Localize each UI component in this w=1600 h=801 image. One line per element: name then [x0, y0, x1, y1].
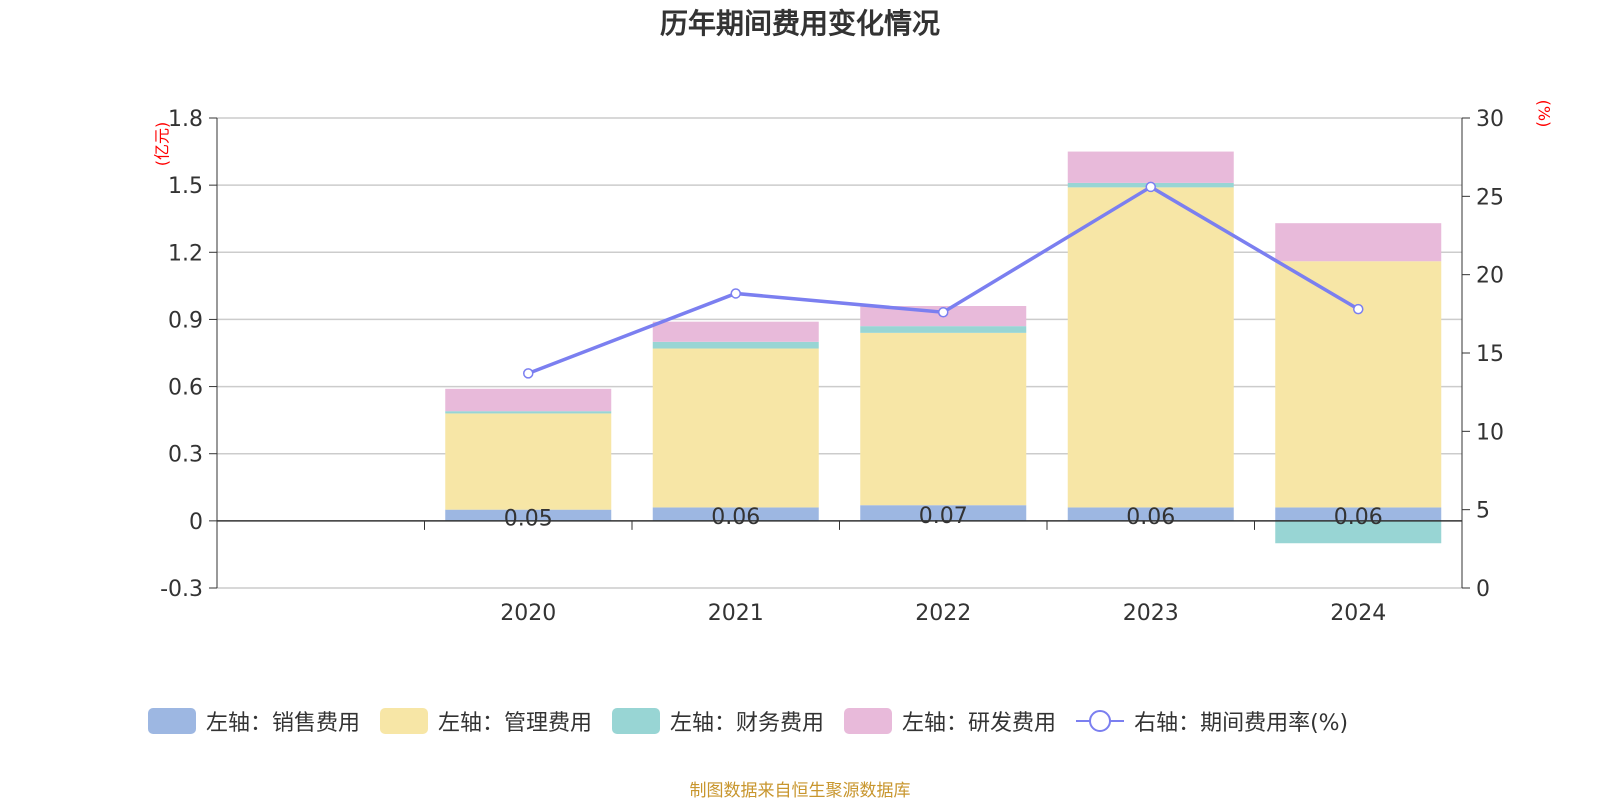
left-axis-unit: (亿元) [152, 121, 172, 167]
x-tick-label: 2023 [1123, 601, 1179, 626]
bar-segment-2 [860, 326, 1027, 333]
legend-label-ratio: 右轴：期间费用率(%) [1134, 711, 1349, 736]
bar-segment-0 [1067, 507, 1234, 521]
left-tick-label: 0 [189, 510, 203, 535]
left-tick-label: 0.6 [168, 376, 203, 401]
right-tick-label: 30 [1476, 107, 1504, 132]
right-tick-label: 5 [1476, 499, 1490, 524]
bar-segment-1 [1275, 261, 1442, 508]
left-tick-label: 0.9 [168, 308, 203, 333]
bar-segment-0 [1275, 507, 1442, 521]
ratio-point [730, 288, 741, 299]
bar-segment-2 [445, 411, 612, 414]
bar-segment-0 [652, 507, 819, 521]
ratio-point [1145, 181, 1156, 193]
bar-data-label: 0.05 [504, 506, 553, 531]
left-tick-label: 0.3 [168, 443, 203, 468]
bar-segment-1 [860, 332, 1027, 506]
legend: 左轴：销售费用 左轴：管理费用 左轴：财务费用 左轴：研发费用 右轴：期间费用率… [148, 706, 1368, 736]
bar-segment-3 [652, 321, 819, 342]
chart-title: 历年期间费用变化情况 [659, 7, 940, 40]
ratio-point [523, 368, 534, 379]
legend-label-sales: 左轴：销售费用 [206, 711, 361, 736]
bar-segment-0 [860, 505, 1027, 521]
right-axis-unit: (%) [1534, 99, 1554, 128]
bar-segment-2 [1275, 520, 1442, 544]
bar-segment-3 [1275, 223, 1442, 262]
right-tick-label: 20 [1476, 264, 1504, 289]
legend-item-admin[interactable]: 左轴：管理费用 [380, 705, 592, 737]
left-tick-label: 1.8 [168, 107, 203, 132]
legend-item-ratio[interactable]: 右轴：期间费用率(%) [1076, 705, 1348, 737]
x-tick-label: 2024 [1330, 601, 1386, 626]
ratio-point [1353, 303, 1364, 315]
left-tick-label: 1.2 [168, 241, 203, 266]
legend-label-admin: 左轴：管理费用 [438, 711, 593, 736]
bar-data-label: 0.06 [1334, 505, 1383, 530]
source-note: 制图数据来自恒生聚源数据库 [689, 781, 911, 801]
legend-item-finance[interactable]: 左轴：财务费用 [612, 705, 824, 737]
bar-segment-2 [652, 341, 819, 349]
bar-segment-3 [445, 388, 612, 412]
left-tick-label: -0.3 [160, 577, 203, 602]
legend-swatch-admin [380, 708, 429, 734]
bar-segment-3 [1067, 151, 1234, 183]
bar-segment-1 [652, 348, 819, 508]
right-tick-label: 10 [1476, 420, 1504, 445]
right-tick-label: 15 [1476, 342, 1504, 367]
right-tick-label: 0 [1476, 577, 1490, 602]
legend-label-rd: 左轴：研发费用 [902, 711, 1057, 736]
ratio-point [938, 307, 949, 318]
legend-line-marker-icon [1076, 710, 1125, 732]
legend-item-rd[interactable]: 左轴：研发费用 [844, 705, 1056, 737]
chart-canvas: -0.3 0 0.3 0.6 0.9 1.2 1.5 1.8 0 5 10 15 20 25 30 2020 2… [160, 107, 1504, 626]
legend-swatch-rd [844, 708, 893, 734]
legend-swatch-finance [612, 708, 661, 734]
bar-data-label: 0.07 [919, 504, 968, 529]
x-tick-label: 2021 [708, 601, 764, 626]
right-tick-label: 25 [1476, 185, 1504, 210]
left-tick-label: 1.5 [168, 174, 203, 199]
legend-swatch-sales [148, 708, 196, 734]
legend-label-finance: 左轴：财务费用 [670, 711, 825, 736]
x-tick-label: 2020 [500, 601, 556, 626]
bar-segment-1 [1067, 187, 1234, 508]
legend-item-sales[interactable]: 左轴：销售费用 [148, 705, 360, 737]
x-tick-label: 2022 [915, 601, 971, 626]
bar-data-label: 0.06 [711, 505, 760, 530]
bar-segment-1 [445, 413, 612, 510]
bar-segment-0 [445, 509, 612, 521]
bar-data-label: 0.06 [1126, 505, 1175, 530]
